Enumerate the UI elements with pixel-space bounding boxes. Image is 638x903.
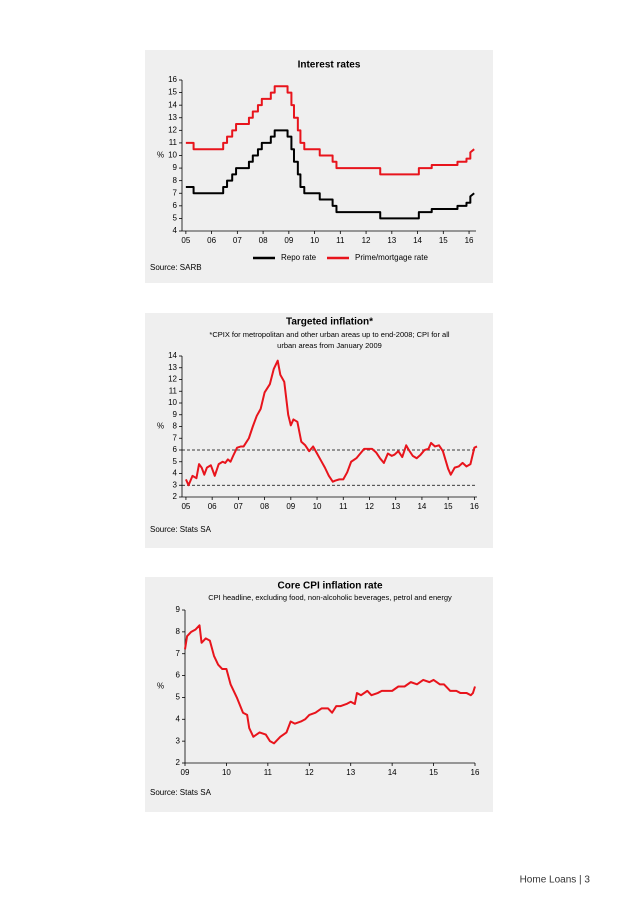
y-tick-label: 7 bbox=[173, 188, 178, 197]
x-tick-label: 10 bbox=[313, 502, 322, 511]
x-tick-label: 11 bbox=[336, 236, 345, 245]
y-tick-label: 13 bbox=[168, 363, 177, 372]
y-tick-label: 9 bbox=[173, 410, 178, 419]
x-tick-label: 10 bbox=[310, 236, 319, 245]
x-tick-label: 07 bbox=[234, 502, 243, 511]
x-tick-label: 09 bbox=[284, 236, 293, 245]
y-tick-label: 8 bbox=[173, 422, 178, 431]
data-line bbox=[185, 129, 475, 220]
y-axis-label: % bbox=[157, 682, 164, 691]
legend-label: Repo rate bbox=[281, 253, 317, 262]
y-tick-label: 9 bbox=[176, 605, 181, 614]
y-tick-label: 3 bbox=[173, 480, 178, 489]
y-tick-label: 5 bbox=[173, 457, 178, 466]
x-tick-label: 16 bbox=[465, 236, 474, 245]
chart-subtitle: urban areas from January 2009 bbox=[277, 341, 382, 350]
y-tick-label: 6 bbox=[173, 201, 178, 210]
y-tick-label: 13 bbox=[168, 113, 177, 122]
x-tick-label: 05 bbox=[181, 236, 190, 245]
y-tick-label: 8 bbox=[176, 627, 181, 636]
x-tick-label: 13 bbox=[387, 236, 396, 245]
source: Source: Stats SA bbox=[150, 525, 212, 534]
x-tick-label: 15 bbox=[429, 768, 438, 777]
panel bbox=[145, 313, 493, 548]
y-tick-label: 6 bbox=[173, 445, 178, 454]
x-tick-label: 14 bbox=[417, 502, 426, 511]
y-tick-label: 11 bbox=[169, 138, 178, 147]
y-tick-label: 5 bbox=[176, 693, 181, 702]
x-tick-label: 16 bbox=[470, 502, 479, 511]
x-tick-label: 15 bbox=[444, 502, 453, 511]
x-tick-label: 08 bbox=[260, 502, 269, 511]
panel bbox=[145, 50, 493, 283]
x-tick-label: 07 bbox=[233, 236, 242, 245]
x-tick-label: 05 bbox=[181, 502, 190, 511]
y-axis-label: % bbox=[157, 422, 164, 431]
y-tick-label: 2 bbox=[176, 758, 181, 767]
x-tick-label: 13 bbox=[391, 502, 400, 511]
y-axis-label: % bbox=[157, 151, 164, 160]
x-tick-label: 11 bbox=[339, 502, 348, 511]
y-tick-label: 14 bbox=[168, 351, 177, 360]
x-tick-label: 09 bbox=[286, 502, 295, 511]
legend-label: Prime/mortgage rate bbox=[355, 253, 428, 262]
chart-subtitle: CPI headline, excluding food, non-alcoho… bbox=[208, 593, 452, 602]
source: Source: Stats SA bbox=[150, 788, 212, 797]
x-tick-label: 09 bbox=[181, 768, 190, 777]
x-tick-label: 06 bbox=[207, 236, 216, 245]
x-tick-label: 11 bbox=[264, 768, 273, 777]
y-tick-label: 11 bbox=[169, 386, 178, 395]
x-tick-label: 12 bbox=[305, 768, 314, 777]
y-tick-label: 5 bbox=[173, 214, 178, 223]
x-tick-label: 06 bbox=[208, 502, 217, 511]
y-tick-label: 8 bbox=[173, 176, 178, 185]
panel bbox=[145, 577, 493, 812]
x-tick-label: 12 bbox=[362, 236, 371, 245]
y-tick-label: 16 bbox=[168, 75, 177, 84]
y-tick-label: 7 bbox=[176, 649, 181, 658]
x-tick-label: 15 bbox=[439, 236, 448, 245]
x-tick-label: 16 bbox=[471, 768, 480, 777]
y-tick-label: 2 bbox=[173, 492, 178, 501]
x-tick-label: 14 bbox=[388, 768, 397, 777]
chart-title: Core CPI inflation rate bbox=[277, 581, 382, 592]
y-tick-label: 15 bbox=[168, 88, 177, 97]
y-tick-label: 4 bbox=[173, 226, 178, 235]
source: Source: SARB bbox=[150, 263, 202, 272]
footer: Home Loans | 3 bbox=[520, 875, 591, 886]
data-line bbox=[184, 624, 476, 745]
chart-title: Interest rates bbox=[298, 60, 361, 71]
y-tick-label: 12 bbox=[168, 375, 177, 384]
y-tick-label: 4 bbox=[173, 469, 178, 478]
data-line bbox=[185, 85, 475, 176]
y-tick-label: 4 bbox=[176, 714, 181, 723]
x-tick-label: 10 bbox=[222, 768, 231, 777]
data-line bbox=[185, 359, 478, 487]
x-tick-label: 08 bbox=[259, 236, 268, 245]
y-tick-label: 6 bbox=[176, 671, 181, 680]
chart-title: Targeted inflation* bbox=[286, 317, 373, 328]
y-tick-label: 3 bbox=[176, 736, 181, 745]
x-tick-label: 13 bbox=[346, 768, 355, 777]
chart-subtitle: *CPIX for metropolitan and other urban a… bbox=[209, 330, 449, 339]
y-tick-label: 12 bbox=[168, 125, 177, 134]
y-tick-label: 14 bbox=[168, 100, 177, 109]
x-tick-label: 12 bbox=[365, 502, 374, 511]
y-tick-label: 10 bbox=[168, 398, 177, 407]
x-tick-label: 14 bbox=[413, 236, 422, 245]
y-tick-label: 7 bbox=[173, 433, 178, 442]
y-tick-label: 9 bbox=[173, 163, 178, 172]
y-tick-label: 10 bbox=[168, 151, 177, 160]
